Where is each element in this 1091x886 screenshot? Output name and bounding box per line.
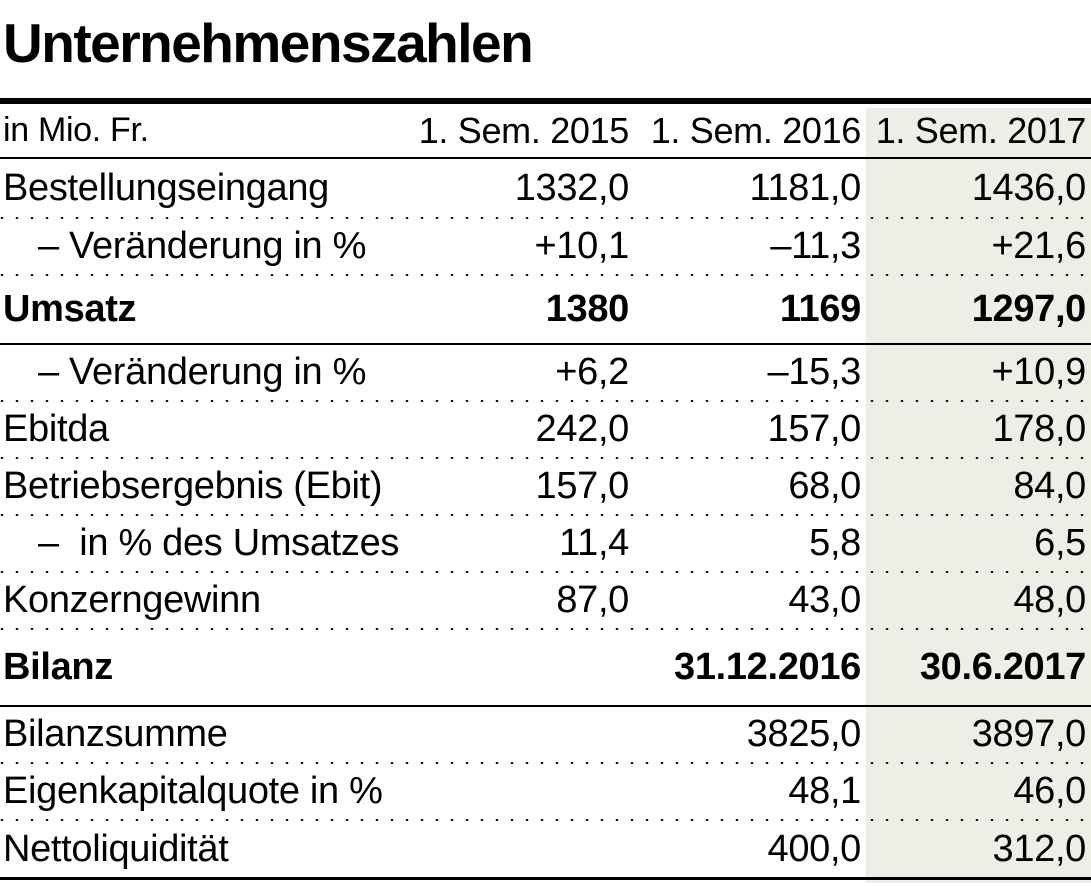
highlighted-column-background bbox=[866, 108, 1091, 883]
value-2016: –15,3 bbox=[767, 351, 862, 393]
value-2017: 84,0 bbox=[1013, 465, 1086, 507]
row-label: Nettoliquidität bbox=[3, 827, 229, 870]
row-label: – Veränderung in % bbox=[38, 351, 367, 393]
section-separator bbox=[0, 343, 1091, 345]
row-separator bbox=[0, 217, 1091, 219]
value-2017: 48,0 bbox=[1013, 579, 1086, 621]
column-header-2016: 1. Sem. 2016 bbox=[650, 109, 862, 151]
value-2016: 400,0 bbox=[767, 827, 862, 870]
value-2017: +21,6 bbox=[991, 225, 1086, 267]
table-row: Konzerngewinn 87,0 43,0 48,0 bbox=[0, 573, 1091, 628]
value-2017: 3897,0 bbox=[971, 713, 1087, 755]
value-2016: 68,0 bbox=[788, 465, 861, 507]
page-title: Unternehmenszahlen bbox=[3, 12, 534, 74]
row-label: Ebitda bbox=[3, 408, 109, 450]
row-label: – Veränderung in % bbox=[38, 225, 367, 267]
row-separator bbox=[0, 762, 1091, 764]
value-2016: 43,0 bbox=[788, 579, 861, 621]
column-header-2015: 1. Sem. 2015 bbox=[418, 109, 630, 151]
value-2016: –11,3 bbox=[770, 225, 861, 267]
value-2015: 1332,0 bbox=[514, 166, 630, 209]
table-row: Bilanzsumme 3825,0 3897,0 bbox=[0, 707, 1091, 762]
table-row: – Veränderung in % +6,2 –15,3 +10,9 bbox=[0, 345, 1091, 400]
value-2017: 1297,0 bbox=[971, 288, 1087, 330]
row-label: Konzerngewinn bbox=[3, 579, 261, 621]
unit-label: in Mio. Fr. bbox=[3, 111, 149, 149]
row-label: Umsatz bbox=[3, 288, 137, 330]
table-row: – in % des Umsatzes 11,4 5,8 6,5 bbox=[0, 516, 1091, 571]
table-row: Eigenkapitalquote in % 48,1 46,0 bbox=[0, 764, 1091, 819]
row-separator bbox=[0, 400, 1091, 402]
row-label: Eigenkapitalquote in % bbox=[3, 770, 383, 812]
bilanz-date-2017: 30.6.2017 bbox=[919, 646, 1086, 688]
value-2016: 157,0 bbox=[767, 408, 862, 450]
bilanz-date-2016: 31.12.2016 bbox=[674, 646, 861, 688]
table-row: Bestellungseingang 1332,0 1181,0 1436,0 bbox=[0, 159, 1091, 217]
value-2017: 178,0 bbox=[992, 408, 1087, 450]
value-2017: 312,0 bbox=[992, 827, 1087, 870]
value-2015: +10,1 bbox=[534, 225, 629, 267]
table-row: Ebitda 242,0 157,0 178,0 bbox=[0, 402, 1091, 457]
value-2016: 48,1 bbox=[788, 770, 861, 812]
value-2016: 1181,0 bbox=[749, 166, 862, 209]
value-2016: 1169 bbox=[779, 288, 861, 330]
value-2017: +10,9 bbox=[991, 351, 1086, 393]
value-2016: 5,8 bbox=[809, 522, 861, 564]
row-separator bbox=[0, 628, 1091, 630]
value-2015: 1380 bbox=[545, 288, 630, 330]
value-2015: 157,0 bbox=[535, 465, 630, 507]
table-row-bilanz: Bilanz 31.12.2016 30.6.2017 bbox=[0, 630, 1091, 705]
row-label: Bilanzsumme bbox=[3, 713, 228, 755]
row-label: Bilanz bbox=[3, 646, 113, 688]
value-2017: 1436,0 bbox=[971, 166, 1087, 209]
top-rule bbox=[0, 98, 1091, 104]
value-2017: 6,5 bbox=[1034, 522, 1086, 564]
table-row: Nettoliquidität 400,0 312,0 bbox=[0, 821, 1091, 877]
value-2017: 46,0 bbox=[1013, 770, 1086, 812]
value-2015: 11,4 bbox=[559, 522, 629, 564]
table-row-umsatz: Umsatz 1380 1169 1297,0 bbox=[0, 276, 1091, 343]
row-label: Betriebsergebnis (Ebit) bbox=[3, 465, 383, 507]
table-row: Betriebsergebnis (Ebit) 157,0 68,0 84,0 bbox=[0, 459, 1091, 514]
table-row: – Veränderung in % +10,1 –11,3 +21,6 bbox=[0, 219, 1091, 274]
value-2015: 87,0 bbox=[556, 579, 629, 621]
row-separator bbox=[0, 274, 1091, 276]
bottom-rule bbox=[0, 877, 1091, 880]
column-header-2017: 1. Sem. 2017 bbox=[875, 109, 1087, 151]
row-separator bbox=[0, 819, 1091, 821]
table-header-row: in Mio. Fr. 1. Sem. 2015 1. Sem. 2016 1.… bbox=[0, 104, 1091, 159]
value-2015: +6,2 bbox=[555, 351, 629, 393]
value-2016: 3825,0 bbox=[746, 713, 862, 755]
value-2015: 242,0 bbox=[535, 408, 630, 450]
row-label: – in % des Umsatzes bbox=[38, 522, 400, 564]
table-content: Unternehmenszahlen in Mio. Fr. 1. Sem. 2… bbox=[0, 10, 1091, 880]
section-separator bbox=[0, 705, 1091, 707]
row-separator bbox=[0, 457, 1091, 459]
row-label: Bestellungseingang bbox=[3, 166, 329, 209]
row-separator bbox=[0, 571, 1091, 573]
row-separator bbox=[0, 514, 1091, 516]
